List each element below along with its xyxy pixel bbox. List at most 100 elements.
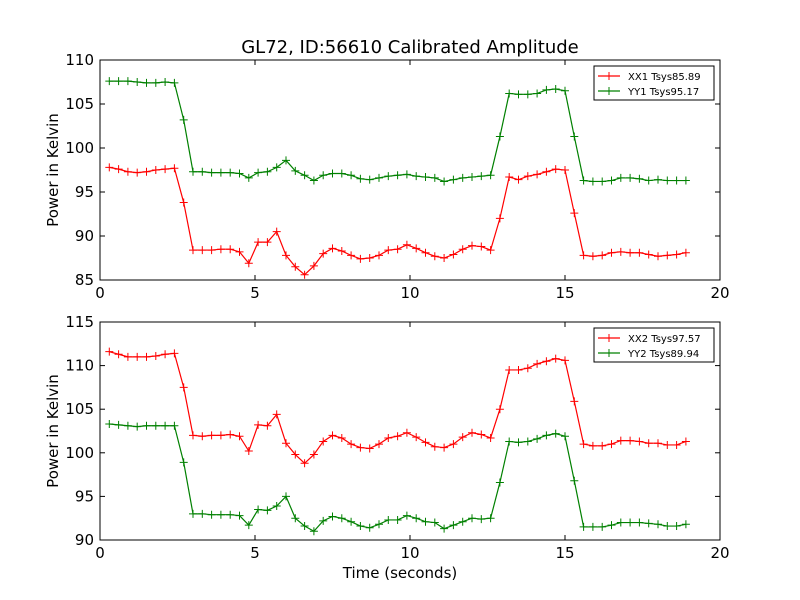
legend-marker xyxy=(605,72,613,80)
data-point xyxy=(598,251,607,260)
data-point xyxy=(663,440,672,449)
data-point xyxy=(579,440,588,449)
data-point xyxy=(105,347,114,356)
y-tick-label: 100 xyxy=(65,444,94,462)
y-tick-label: 100 xyxy=(65,139,94,157)
data-point xyxy=(207,246,216,255)
data-point xyxy=(151,421,160,430)
data-point xyxy=(607,248,616,257)
data-point xyxy=(272,410,281,419)
data-point xyxy=(244,447,253,456)
data-point xyxy=(105,77,114,86)
data-point xyxy=(533,89,542,98)
data-point xyxy=(328,431,337,440)
data-point xyxy=(505,365,514,374)
data-point xyxy=(477,242,486,251)
data-point xyxy=(133,78,142,86)
data-point xyxy=(672,440,681,449)
legend-marker xyxy=(605,334,613,342)
data-point xyxy=(533,434,542,443)
data-point xyxy=(170,421,179,430)
data-point xyxy=(542,431,551,440)
data-point xyxy=(681,520,690,529)
data-point xyxy=(579,522,588,531)
data-point xyxy=(347,171,356,180)
data-point xyxy=(440,177,449,186)
data-point xyxy=(514,90,523,99)
x-tick-label: 15 xyxy=(555,544,574,562)
y-tick-label: 95 xyxy=(75,183,94,201)
legend-marker xyxy=(605,349,613,357)
x-tick-label: 20 xyxy=(710,284,729,302)
data-point xyxy=(449,440,458,449)
data-point xyxy=(588,177,597,186)
data-point xyxy=(375,173,383,182)
series-2 xyxy=(105,77,690,186)
data-point xyxy=(309,176,318,185)
data-point xyxy=(244,259,253,268)
data-point xyxy=(291,166,300,175)
data-point xyxy=(533,170,542,179)
subplot-bottom: 0 5 10 15 20 90 95 100 105 110 115 Power in Kelvin T… xyxy=(44,313,730,582)
data-point xyxy=(356,174,365,183)
data-point xyxy=(393,171,402,180)
data-point xyxy=(189,509,197,518)
data-point xyxy=(272,501,281,510)
data-point xyxy=(319,249,328,258)
data-point xyxy=(235,432,244,441)
data-point xyxy=(430,173,439,182)
data-point xyxy=(254,168,263,177)
data-point xyxy=(272,227,281,236)
data-point xyxy=(654,175,662,184)
data-point xyxy=(542,85,551,94)
data-point xyxy=(189,246,197,255)
data-point xyxy=(468,514,476,523)
data-point xyxy=(654,439,662,448)
data-point xyxy=(142,352,151,361)
data-point xyxy=(114,165,123,174)
data-point xyxy=(393,515,402,524)
data-point xyxy=(412,244,421,253)
data-point xyxy=(626,248,635,257)
data-point xyxy=(384,246,393,255)
y-tick-label: 110 xyxy=(65,51,94,69)
data-point xyxy=(681,248,690,257)
y-tick-label: 105 xyxy=(65,400,94,418)
data-point xyxy=(282,492,290,501)
data-point xyxy=(570,397,579,406)
data-point xyxy=(598,522,607,531)
x-tick-label: 0 xyxy=(95,284,105,302)
data-point xyxy=(272,163,281,172)
data-point xyxy=(226,245,235,254)
data-point xyxy=(198,432,207,441)
data-point xyxy=(486,514,495,523)
data-point xyxy=(235,511,244,520)
x-tick-label: 10 xyxy=(400,544,419,562)
x-tick-label: 20 xyxy=(710,544,729,562)
series-1 xyxy=(105,163,690,279)
data-point xyxy=(421,173,430,182)
data-point xyxy=(588,252,597,261)
data-point xyxy=(681,437,690,446)
data-point xyxy=(216,245,225,254)
data-point xyxy=(672,176,681,185)
data-point xyxy=(570,209,579,218)
data-point xyxy=(207,168,216,177)
data-point xyxy=(375,520,383,529)
data-point xyxy=(393,245,402,254)
data-point xyxy=(440,524,449,533)
data-point xyxy=(356,254,365,263)
data-point xyxy=(189,167,197,176)
data-point xyxy=(672,250,681,259)
x-tick-label: 0 xyxy=(95,544,105,562)
y-tick-label: 90 xyxy=(75,531,94,549)
data-point xyxy=(440,443,449,452)
data-point xyxy=(402,511,411,520)
data-point xyxy=(607,521,616,530)
data-point xyxy=(430,442,439,451)
data-point xyxy=(235,247,244,256)
data-point xyxy=(542,357,551,366)
data-point xyxy=(254,238,263,247)
data-point xyxy=(533,359,542,368)
